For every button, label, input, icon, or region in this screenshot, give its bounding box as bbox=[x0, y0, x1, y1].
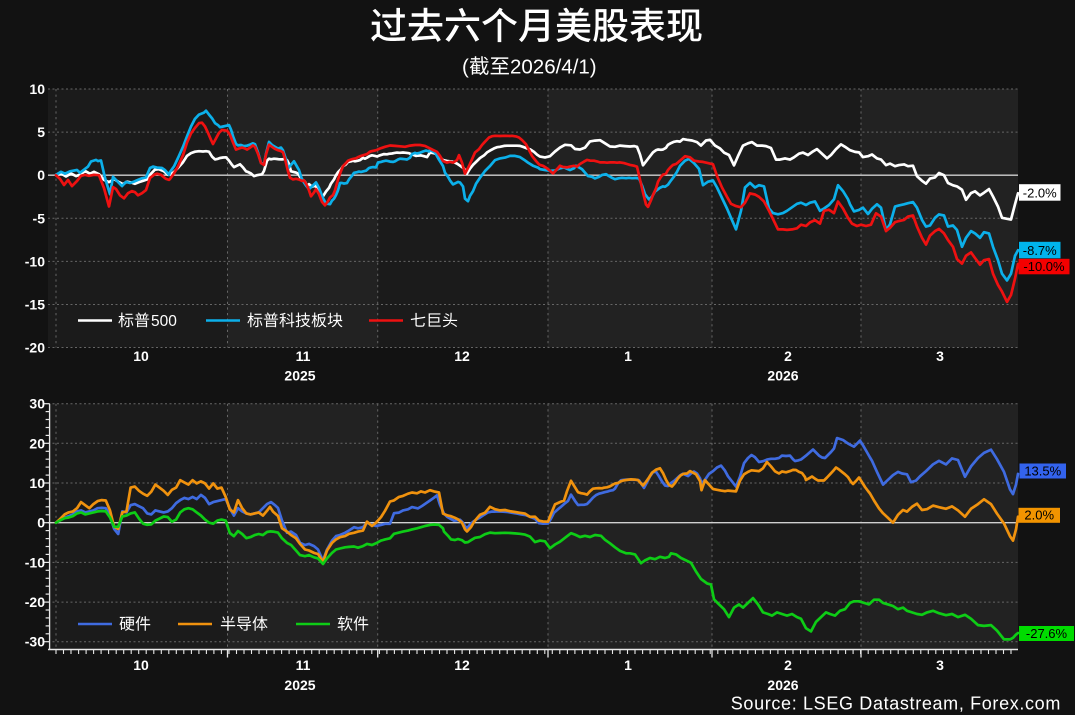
svg-text:2.0%: 2.0% bbox=[1024, 508, 1054, 523]
svg-text:13.5%: 13.5% bbox=[1024, 463, 1061, 478]
svg-text:5: 5 bbox=[37, 124, 45, 140]
svg-text:1: 1 bbox=[624, 657, 632, 673]
svg-text:11: 11 bbox=[296, 348, 311, 364]
svg-text:-15: -15 bbox=[25, 296, 45, 312]
svg-text:500: 500 bbox=[151, 313, 177, 330]
svg-text:2026/4/1): 2026/4/1) bbox=[510, 56, 597, 79]
svg-text:3: 3 bbox=[936, 348, 944, 364]
svg-text:2026: 2026 bbox=[767, 368, 798, 384]
svg-text:11: 11 bbox=[296, 657, 311, 673]
svg-text:-10: -10 bbox=[25, 253, 45, 269]
svg-text:-2.0%: -2.0% bbox=[1023, 186, 1057, 201]
svg-text:10: 10 bbox=[133, 348, 149, 364]
svg-text:2025: 2025 bbox=[284, 368, 315, 384]
svg-text:2: 2 bbox=[784, 657, 792, 673]
svg-text:12: 12 bbox=[454, 348, 470, 364]
svg-text:(: ( bbox=[462, 56, 469, 79]
svg-text:-5: -5 bbox=[33, 210, 46, 226]
svg-text:20: 20 bbox=[29, 435, 45, 451]
svg-text:-10: -10 bbox=[25, 554, 45, 570]
svg-text:-30: -30 bbox=[25, 634, 45, 650]
svg-text:30: 30 bbox=[29, 396, 45, 412]
svg-text:12: 12 bbox=[454, 657, 470, 673]
svg-text:3: 3 bbox=[936, 657, 944, 673]
svg-text:-8.7%: -8.7% bbox=[1023, 243, 1057, 258]
svg-text:1: 1 bbox=[624, 348, 632, 364]
svg-text:2026: 2026 bbox=[767, 677, 798, 693]
svg-text:-27.6%: -27.6% bbox=[1026, 626, 1068, 641]
svg-text:Source: LSEG Datastream, Forex: Source: LSEG Datastream, Forex.com bbox=[731, 694, 1061, 714]
svg-text:-20: -20 bbox=[25, 594, 45, 610]
svg-text:2: 2 bbox=[784, 348, 792, 364]
svg-text:10: 10 bbox=[133, 657, 149, 673]
svg-text:10: 10 bbox=[29, 475, 45, 491]
svg-text:2025: 2025 bbox=[284, 677, 315, 693]
svg-text:-20: -20 bbox=[25, 340, 45, 356]
svg-text:10: 10 bbox=[29, 81, 45, 97]
svg-text:0: 0 bbox=[37, 167, 45, 183]
svg-text:-10.0%: -10.0% bbox=[1023, 259, 1065, 274]
svg-text:0: 0 bbox=[37, 515, 45, 531]
